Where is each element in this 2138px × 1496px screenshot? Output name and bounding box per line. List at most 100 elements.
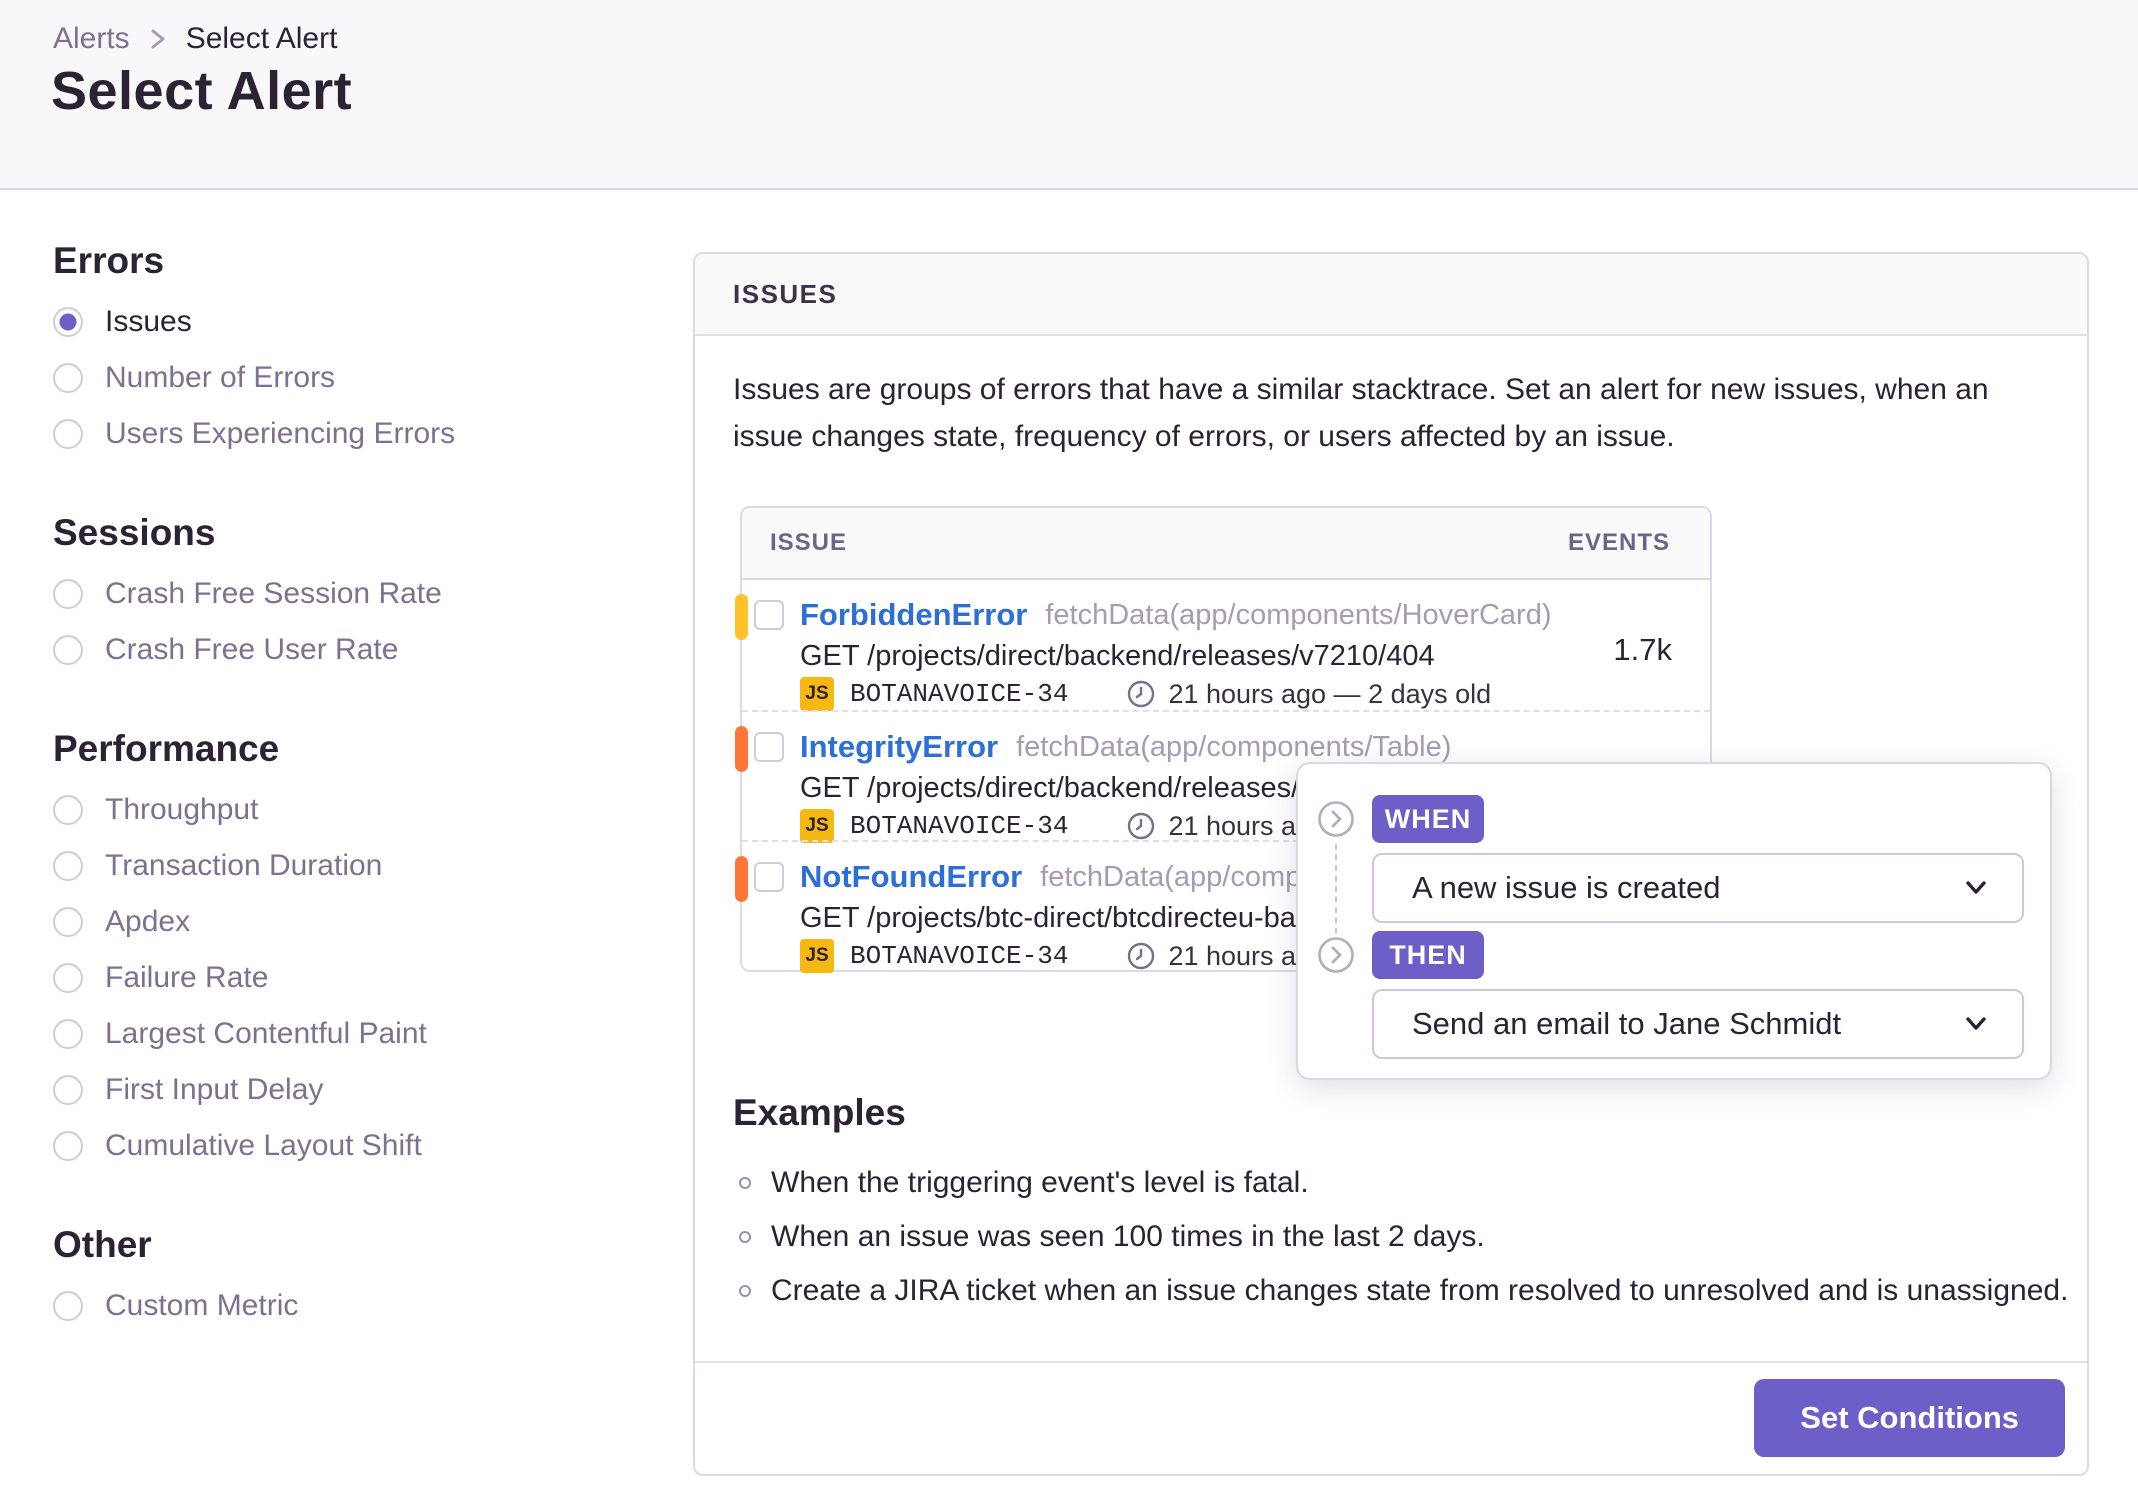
issue-request: GET /projects/direct/backend/releases/v7… xyxy=(800,640,1435,672)
platform-js-icon: JS xyxy=(800,677,834,711)
issue-title-link[interactable]: IntegrityError xyxy=(800,729,999,764)
issue-title-line: IntegrityError fetchData(app/components/… xyxy=(754,729,1704,765)
alert-type-option[interactable]: Apdex xyxy=(53,894,643,950)
sidebar-group-heading: Errors xyxy=(53,240,165,281)
sidebar-group-performance: Performance Throughput Transaction Durat… xyxy=(53,728,643,1174)
radio-icon[interactable] xyxy=(53,795,83,825)
breadcrumb: Alerts Select Alert xyxy=(53,22,337,56)
page-title: Select Alert xyxy=(51,61,353,121)
alert-type-option[interactable]: First Input Delay xyxy=(53,1062,643,1118)
radio-icon[interactable] xyxy=(53,1291,83,1321)
issue-title-link[interactable]: ForbiddenError xyxy=(800,597,1028,632)
sidebar-group-heading: Other xyxy=(53,1224,152,1265)
breadcrumb-current: Select Alert xyxy=(185,22,338,55)
radio-icon[interactable] xyxy=(53,907,83,937)
connector-dashed-line xyxy=(1335,844,1337,934)
alert-type-option[interactable]: Transaction Duration xyxy=(53,838,643,894)
when-condition-select[interactable]: A new issue is created xyxy=(1372,853,2024,923)
example-text: Create a JIRA ticket when an issue chang… xyxy=(771,1274,2069,1307)
sidebar-options-sessions: Crash Free Session Rate Crash Free User … xyxy=(53,566,643,678)
clock-icon xyxy=(1128,812,1155,840)
issue-short-id: BOTANAVOICE-34 xyxy=(850,679,1069,709)
issue-row[interactable]: ForbiddenError fetchData(app/components/… xyxy=(735,580,1710,711)
radio-icon[interactable] xyxy=(53,363,83,393)
radio-icon[interactable] xyxy=(53,307,83,337)
breadcrumb-chevron-icon xyxy=(148,24,168,54)
issue-short-id: BOTANAVOICE-34 xyxy=(850,941,1069,971)
alert-type-label: First Input Delay xyxy=(105,1073,324,1106)
when-badge: WHEN xyxy=(1372,795,1484,843)
issues-table-body: ForbiddenError fetchData(app/components/… xyxy=(735,580,1710,973)
alert-type-option[interactable]: Crash Free User Rate xyxy=(53,622,643,678)
issues-table-header: ISSUE EVENTS xyxy=(742,508,1710,580)
alert-type-option[interactable]: Number of Errors xyxy=(53,350,643,406)
alert-type-label: Users Experiencing Errors xyxy=(105,417,456,450)
radio-icon[interactable] xyxy=(53,963,83,993)
alert-type-label: Transaction Duration xyxy=(105,849,383,882)
then-action-select[interactable]: Send an email to Jane Schmidt xyxy=(1372,989,2024,1059)
set-conditions-button[interactable]: Set Conditions xyxy=(1754,1379,2065,1457)
alert-type-label: Issues xyxy=(105,305,192,338)
alert-type-option[interactable]: Crash Free Session Rate xyxy=(53,566,643,622)
issue-request: GET /projects/direct/backend/releases/v7… xyxy=(800,772,1379,804)
clock-icon xyxy=(1128,942,1155,970)
issue-culprit: fetchData(app/components/HoverCard) xyxy=(1045,598,1552,631)
breadcrumb-alerts-link[interactable]: Alerts xyxy=(53,22,130,55)
issue-level-bar xyxy=(735,594,748,640)
radio-icon[interactable] xyxy=(53,579,83,609)
platform-js-icon: JS xyxy=(800,809,834,843)
radio-icon[interactable] xyxy=(53,1019,83,1049)
alert-type-label: Throughput xyxy=(105,793,259,826)
sidebar-group-sessions: Sessions Crash Free Session Rate Crash F… xyxy=(53,512,643,678)
bullet-icon xyxy=(739,1285,751,1297)
sidebar-group-other: Other Custom Metric xyxy=(53,1224,643,1334)
then-badge: THEN xyxy=(1372,931,1484,979)
issue-checkbox[interactable] xyxy=(754,600,784,630)
issue-row[interactable]: NotFoundError fetchData(app/component GE… xyxy=(735,840,1710,973)
issue-checkbox[interactable] xyxy=(754,862,784,892)
alert-type-option[interactable]: Users Experiencing Errors xyxy=(53,406,643,462)
radio-icon[interactable] xyxy=(53,1131,83,1161)
issues-panel-header: ISSUES xyxy=(695,254,2087,336)
alert-type-option[interactable]: Throughput xyxy=(53,782,643,838)
alert-type-label: Number of Errors xyxy=(105,361,336,394)
sidebar-options-other: Custom Metric xyxy=(53,1278,643,1334)
issues-table: ISSUE EVENTS ForbiddenError fetchData(ap… xyxy=(735,506,1712,973)
alert-type-option[interactable]: Custom Metric xyxy=(53,1278,643,1334)
condition-builder-card: WHEN A new issue is created THEN Send an… xyxy=(1296,762,2052,1080)
chevron-circle-icon xyxy=(1317,800,1355,843)
alert-type-label: Custom Metric xyxy=(105,1289,299,1322)
radio-icon[interactable] xyxy=(53,1075,83,1105)
example-text: When the triggering event's level is fat… xyxy=(771,1166,1309,1199)
clock-icon xyxy=(1128,680,1155,708)
then-action-value: Send an email to Jane Schmidt xyxy=(1412,1006,1842,1041)
alert-type-option[interactable]: Failure Rate xyxy=(53,950,643,1006)
issue-level-bar xyxy=(735,726,748,772)
issues-description: Issues are groups of errors that have a … xyxy=(733,373,1989,453)
issue-short-id: BOTANAVOICE-34 xyxy=(850,811,1069,841)
alert-type-label: Failure Rate xyxy=(105,961,269,994)
example-item: When an issue was seen 100 times in the … xyxy=(739,1210,2068,1264)
alert-type-label: Crash Free User Rate xyxy=(105,633,399,666)
radio-icon[interactable] xyxy=(53,851,83,881)
page-header: Alerts Select Alert Select Alert xyxy=(0,0,2138,190)
radio-icon[interactable] xyxy=(53,419,83,449)
alert-type-sidebar: Errors Issues Number of Errors Users Exp… xyxy=(53,240,643,1384)
issue-title-link[interactable]: NotFoundError xyxy=(800,859,1023,894)
alert-type-option[interactable]: Largest Contentful Paint xyxy=(53,1006,643,1062)
alert-type-option[interactable]: Cumulative Layout Shift xyxy=(53,1118,643,1174)
sidebar-group-heading: Sessions xyxy=(53,512,216,553)
examples-heading: Examples xyxy=(733,1092,906,1133)
alert-type-label: Largest Contentful Paint xyxy=(105,1017,427,1050)
alert-type-label: Crash Free Session Rate xyxy=(105,577,442,610)
column-events: EVENTS xyxy=(1567,529,1670,556)
alert-type-option[interactable]: Issues xyxy=(53,294,643,350)
sidebar-options-performance: Throughput Transaction Duration Apdex Fa… xyxy=(53,782,643,1174)
issue-culprit: fetchData(app/components/Table) xyxy=(1016,730,1452,763)
issue-title-line: ForbiddenError fetchData(app/components/… xyxy=(754,597,1704,633)
radio-icon[interactable] xyxy=(53,635,83,665)
issue-checkbox[interactable] xyxy=(754,732,784,762)
when-condition-value: A new issue is created xyxy=(1412,870,1721,905)
bullet-icon xyxy=(739,1177,751,1189)
issue-events-count: 1.7k xyxy=(1613,632,1672,667)
